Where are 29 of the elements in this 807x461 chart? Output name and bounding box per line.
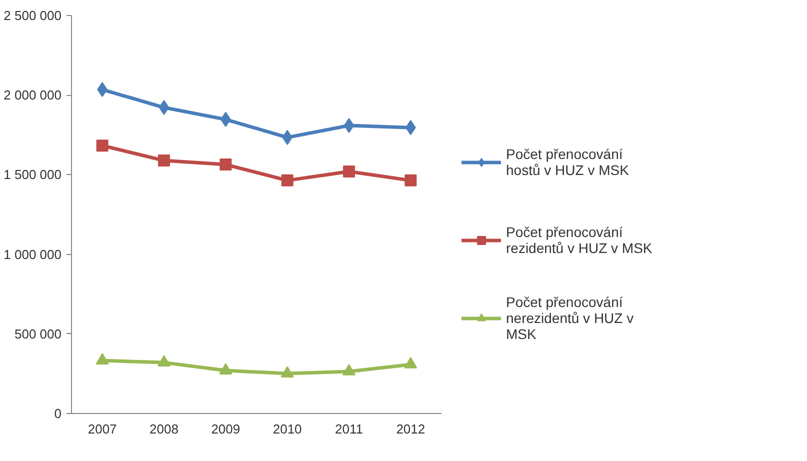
y-tick-label: 1 000 000 bbox=[4, 246, 62, 262]
legend-label: Počet přenocování rezidentů v HUZ v MSK bbox=[506, 223, 652, 258]
point bbox=[281, 174, 294, 186]
point bbox=[342, 364, 356, 376]
x-tick-label: 2009 bbox=[211, 422, 240, 436]
point bbox=[158, 355, 170, 367]
y-tick-label: 1 500 000 bbox=[4, 167, 62, 182]
point bbox=[96, 353, 109, 364]
legend-label: Počet přenocování hostů v HUZ v MSK bbox=[506, 145, 629, 180]
y-tick-label: 2 000 000 bbox=[4, 88, 62, 103]
point bbox=[219, 363, 232, 374]
point bbox=[344, 118, 354, 134]
point bbox=[404, 357, 418, 368]
point bbox=[96, 140, 108, 152]
x-tick-label: 2007 bbox=[88, 422, 117, 436]
point bbox=[343, 166, 355, 178]
x-tick-label: 2010 bbox=[272, 422, 302, 436]
legend-label: Počet přenocování nerezidentů v HUZ v MSK bbox=[506, 293, 634, 343]
point bbox=[280, 366, 294, 378]
x-tick-label: 2011 bbox=[335, 422, 363, 436]
point bbox=[158, 100, 170, 116]
x-tick-label: 2012 bbox=[396, 422, 426, 436]
point bbox=[220, 158, 232, 171]
y-tick-label: 2 500 000 bbox=[4, 8, 62, 23]
x-tick-label: 2008 bbox=[150, 422, 178, 436]
point bbox=[404, 174, 417, 186]
y-tick-label: 500 000 bbox=[14, 326, 62, 342]
point bbox=[158, 154, 170, 167]
y-tick-label: 0 bbox=[54, 406, 62, 421]
